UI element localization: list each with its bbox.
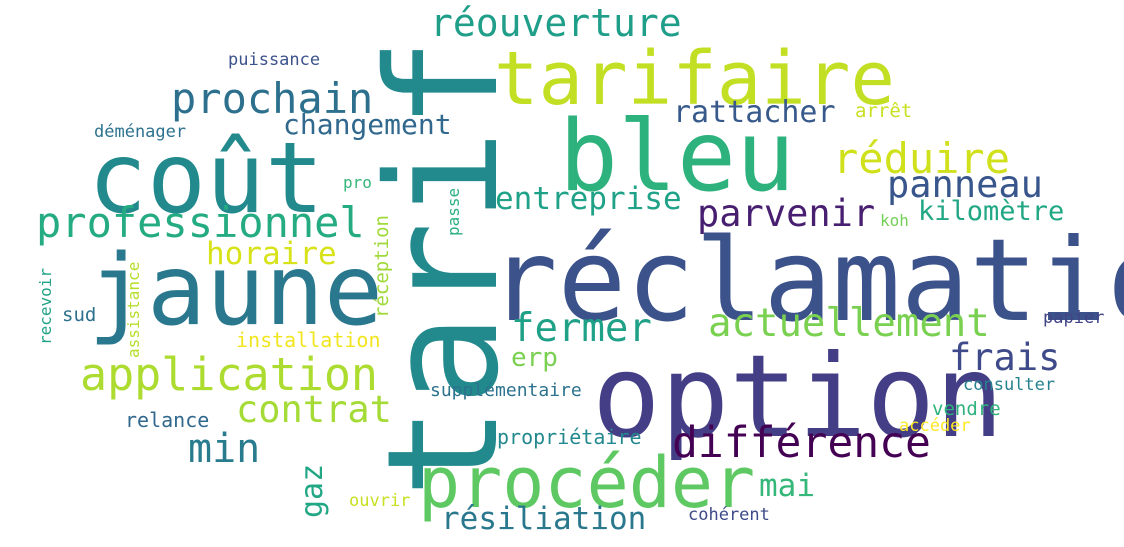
word-jaune: jaune: [88, 234, 384, 348]
word-erp: erp: [511, 343, 558, 373]
word-entreprise: entreprise: [495, 181, 682, 217]
word-cout: coût: [88, 122, 325, 236]
word-coherent: cohérent: [688, 505, 770, 525]
word-puissance: puissance: [228, 50, 321, 70]
word-reouverture: réouverture: [430, 1, 682, 45]
word-horaire: horaire: [206, 236, 337, 272]
word-difference: différence: [672, 418, 931, 468]
word-koh: koh: [880, 211, 909, 230]
word-sud: sud: [62, 304, 97, 326]
word-supplementaire: supplémentaire: [430, 380, 582, 401]
word-proprietaire: propriétaire: [497, 425, 642, 449]
word-rattacher: rattacher: [673, 95, 836, 130]
word-application: application: [80, 348, 379, 401]
word-mai: mai: [759, 468, 815, 504]
word-acceder: accéder: [899, 416, 971, 436]
word-bleu: bleu: [559, 100, 796, 214]
word-parvenir: parvenir: [697, 192, 876, 235]
word-min: min: [188, 426, 261, 472]
word-changement: changement: [283, 108, 452, 141]
word-pro: pro: [343, 173, 372, 192]
word-fermer: fermer: [511, 306, 652, 351]
word-frais: frais: [949, 336, 1061, 379]
word-arret: arrêt: [855, 100, 913, 122]
word-tarifaire: tarifaire: [494, 36, 895, 122]
word-proceder: procéder: [418, 442, 756, 524]
word-resiliation: résiliation: [441, 501, 647, 537]
word-recevoir: recevoir: [36, 267, 55, 345]
word-actuellement: actuellement: [708, 301, 990, 346]
word-option: option: [592, 330, 1004, 463]
word-reclamation: réclamation: [489, 214, 1124, 347]
word-reduire: réduire: [833, 134, 1011, 183]
word-kilometre: kilomètre: [918, 196, 1065, 227]
word-demenager: déménager: [94, 122, 187, 142]
word-passe: passe: [444, 187, 463, 236]
word-panneau: panneau: [887, 163, 1043, 206]
word-vendre: vendre: [932, 398, 1001, 420]
word-professionnel: professionnel: [36, 198, 365, 247]
word-contrat: contrat: [236, 388, 392, 431]
word-prochain: prochain: [171, 74, 374, 123]
word-ouvrir: ouvrir: [349, 491, 411, 511]
word-gaz: gaz: [295, 463, 330, 518]
word-relance: relance: [125, 408, 210, 432]
word-papier: papier: [1043, 308, 1105, 328]
word-consulter: consulter: [963, 375, 1056, 395]
word-installation: installation: [236, 328, 381, 352]
